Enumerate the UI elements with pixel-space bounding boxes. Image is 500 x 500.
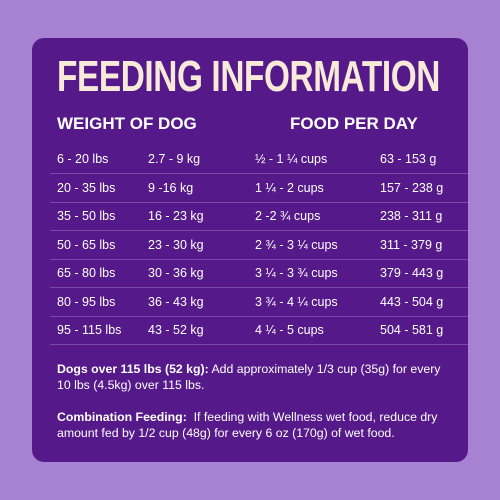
table-cell: 23 - 30 kg [148,237,204,252]
note-text: If feeding with Wellness wet food, reduc… [57,410,438,440]
table-cell: 2 ¾ - 3 ¼ cups [255,237,338,252]
table-cell: 379 - 443 g [380,266,444,280]
row-separator [50,344,468,345]
row-separator [50,173,468,174]
note: Dogs over 115 lbs (52 kg): Add approxima… [57,361,457,393]
table-cell: 1 ¼ - 2 cups [255,180,324,195]
table-cell: 16 - 23 kg [148,209,204,223]
table-cell: 80 - 95 lbs [57,294,116,309]
note-label: Dogs over 115 lbs (52 kg): [57,362,209,376]
table-cell: 3 ¾ - 4 ¼ cups [255,294,338,309]
table-cell: 65 - 80 lbs [57,266,116,280]
table-cell: 30 - 36 kg [148,266,204,280]
table-cell: 238 - 311 g [380,209,443,223]
table-cell: 443 - 504 g [380,294,444,309]
table-cell: ½ - 1 ¼ cups [255,152,328,166]
table-cell: 311 - 379 g [380,237,443,252]
table-cell: 9 -16 kg [148,180,194,195]
table-cell: 50 - 65 lbs [57,237,116,252]
title: FEEDING INFORMATION [57,52,440,101]
note: Combination Feeding: If feeding with Wel… [57,409,457,441]
table-cell: 63 - 153 g [380,152,437,166]
column-header: FOOD PER DAY [290,114,418,133]
table-cell: 95 - 115 lbs [57,323,122,337]
row-separator [50,201,468,203]
table-cell: 6 - 20 lbs [57,152,109,166]
table-cell: 4 ¼ - 5 cups [255,323,324,337]
table-cell: 43 - 52 kg [148,323,204,337]
table-cell: 2.7 - 9 kg [148,152,201,166]
table-cell: 20 - 35 lbs [57,180,116,195]
row-separator [50,287,468,288]
panel: FEEDING INFORMATION WEIGHT OF DOG FOOD P… [32,38,468,462]
column-header: WEIGHT OF DOG [57,114,197,133]
table-cell: 35 - 50 lbs [57,209,116,223]
table-cell: 504 - 581 g [380,323,444,337]
table-cell: 3 ¼ - 3 ¾ cups [255,266,338,280]
table-cell: 36 - 43 kg [148,294,204,309]
table-cell: 157 - 238 g [380,180,444,195]
note-label: Combination Feeding: [57,410,187,424]
table-cell: 2 -2 ¾ cups [255,209,321,223]
row-separator [50,258,468,260]
note-text: Add approximately 1/3 cup (35g) for ever… [57,362,441,392]
row-separator [50,230,468,231]
row-separator [50,315,468,317]
